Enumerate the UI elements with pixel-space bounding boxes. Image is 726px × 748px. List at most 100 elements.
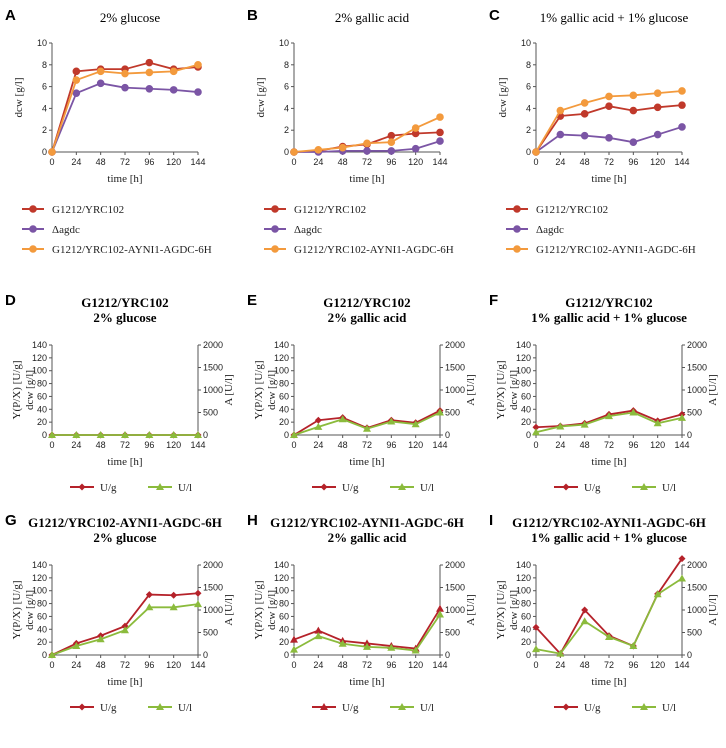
x-tick-label: 0 [291, 157, 296, 167]
y-axis-label: dcw [g/l] [13, 77, 25, 117]
x-tick-label: 72 [362, 660, 372, 670]
y-tick-label: 60 [37, 611, 47, 621]
x-axis-label: time [h] [107, 456, 142, 468]
legend-marker [78, 703, 86, 711]
legend-label: U/g [100, 702, 117, 714]
data-point [629, 642, 638, 649]
x-tick-label: 72 [604, 440, 614, 450]
y-tick-label-right: 1500 [445, 363, 465, 373]
y-axis-label: dcw [g/l] [255, 77, 267, 117]
x-tick-label: 48 [96, 660, 106, 670]
y-tick-label-right: 0 [687, 430, 692, 440]
x-tick-label: 72 [604, 157, 614, 167]
legend-label: U/g [584, 482, 601, 494]
y-tick-label: 100 [516, 586, 531, 596]
data-point [72, 431, 81, 438]
y-tick-label-right: 1000 [445, 605, 465, 615]
data-point [363, 139, 371, 148]
data-point [532, 623, 540, 631]
data-point [145, 68, 154, 77]
data-point [48, 651, 56, 658]
x-tick-label: 144 [190, 660, 205, 670]
data-point [580, 99, 589, 107]
data-point [290, 635, 298, 643]
y-tick-label: 0 [526, 430, 531, 440]
panel-letter: C [489, 7, 500, 24]
data-point [678, 413, 686, 421]
data-point [169, 86, 178, 94]
x-tick-label: 96 [144, 660, 154, 670]
data-point [580, 420, 589, 428]
y-tick-label: 80 [37, 599, 47, 609]
x-tick-label: 24 [313, 157, 323, 167]
y-axis-label-2: Y(P/X) [U/g] [253, 361, 265, 420]
data-point [170, 591, 178, 599]
y-axis-label-2: Y(P/X) [U/g] [11, 361, 23, 420]
y-tick-label: 10 [37, 38, 47, 48]
panel-h: H G1212/YRC102-AYNI1-AGDC-6H2% gallic aci… [247, 512, 477, 714]
x-axis-label: time [h] [591, 173, 626, 185]
legend-label: G1212/YRC102 [52, 204, 124, 216]
legend-marker [562, 703, 570, 711]
y-tick-label-right: 500 [687, 408, 702, 418]
y-tick-label: 8 [526, 60, 531, 70]
y-tick-label: 100 [32, 586, 47, 596]
legend-label: G1212/YRC102-AYNI1-AGDC-6H [294, 244, 454, 256]
x-tick-label: 120 [166, 157, 181, 167]
y-tick-label-right: 500 [203, 628, 218, 638]
y-tick-label: 140 [516, 560, 531, 570]
x-tick-label: 96 [628, 660, 638, 670]
x-tick-label: 72 [120, 440, 130, 450]
data-point [629, 91, 638, 100]
y-tick-label: 60 [279, 611, 289, 621]
legend-label: Δagdc [52, 224, 80, 236]
y-axis-label-right: A [U/l] [707, 374, 719, 405]
x-axis-label: time [h] [591, 676, 626, 688]
y-tick-label-right: 500 [203, 408, 218, 418]
data-point [436, 604, 444, 612]
data-point [169, 67, 178, 76]
y-tick-label: 140 [32, 560, 47, 570]
legend-marker [640, 483, 648, 490]
data-point [436, 113, 444, 121]
legend-marker [320, 483, 328, 491]
x-tick-label: 72 [120, 157, 130, 167]
legend-label: G1212/YRC102 [294, 204, 366, 216]
legend-label: U/g [342, 702, 359, 714]
y-tick-label: 60 [521, 611, 531, 621]
y-tick-label: 20 [521, 417, 531, 427]
data-point [629, 138, 638, 146]
y-tick-label-right: 2000 [203, 560, 223, 570]
x-tick-label: 72 [362, 440, 372, 450]
data-point [580, 131, 589, 140]
panel-title-line: G1212/YRC102 [323, 295, 410, 310]
data-point [581, 606, 589, 614]
y-axis-label-right: A [U/l] [223, 374, 235, 405]
y-tick-label: 0 [526, 650, 531, 660]
data-point [290, 148, 298, 156]
data-point [169, 431, 178, 438]
data-point [338, 143, 347, 152]
data-point [653, 419, 662, 427]
data-point [290, 431, 298, 438]
x-tick-label: 48 [338, 440, 348, 450]
x-tick-label: 24 [313, 660, 323, 670]
x-tick-label: 96 [628, 440, 638, 450]
legend-marker [398, 703, 406, 710]
data-point [96, 79, 105, 88]
x-tick-label: 144 [432, 660, 447, 670]
legend-marker [513, 205, 521, 213]
y-axis-label: dcw [g/l] [508, 370, 520, 410]
data-point [629, 408, 638, 416]
y-tick-label: 80 [279, 379, 289, 389]
x-axis-label: time [h] [107, 676, 142, 688]
x-axis-label: time [h] [349, 456, 384, 468]
panel-letter: F [489, 292, 498, 309]
data-point [653, 590, 662, 598]
y-tick-label-right: 1500 [203, 583, 223, 593]
x-tick-label: 24 [313, 440, 323, 450]
data-point [678, 555, 686, 563]
panel-title-line: G1212/YRC102 [565, 295, 652, 310]
